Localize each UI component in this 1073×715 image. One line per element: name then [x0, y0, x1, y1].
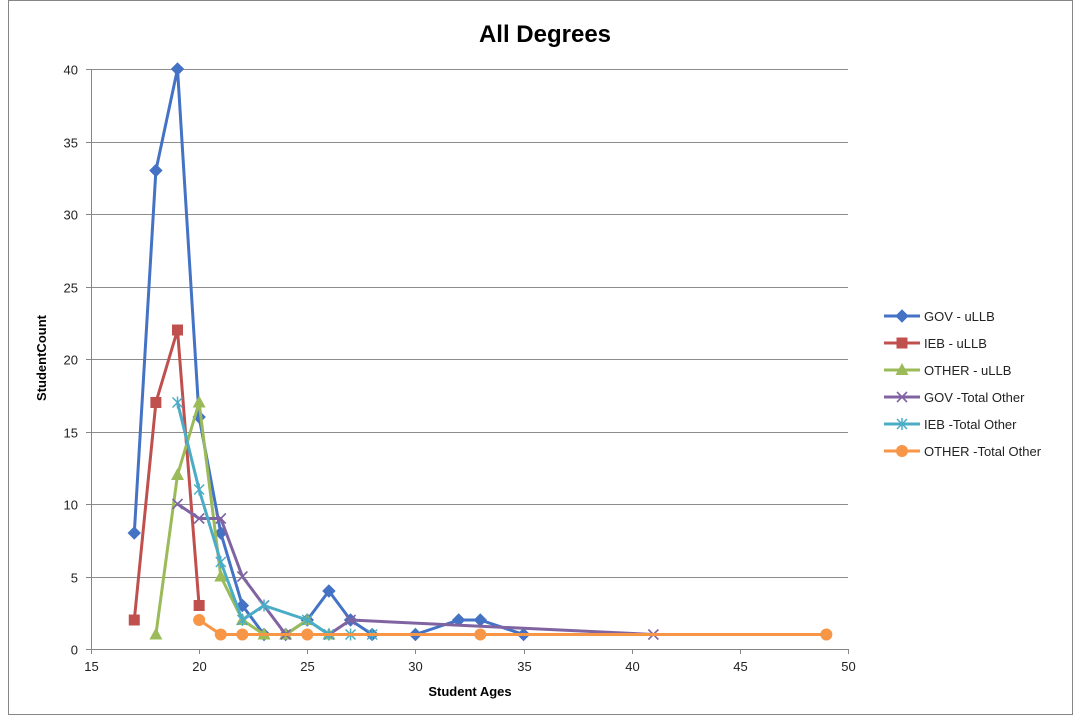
data-point	[149, 627, 163, 640]
x-tick-label: 15	[84, 659, 98, 674]
data-point	[127, 526, 141, 540]
data-point	[344, 614, 357, 626]
data-point	[474, 628, 487, 641]
y-tick-label: 5	[71, 571, 78, 586]
data-point	[214, 569, 228, 582]
data-point	[322, 584, 336, 598]
legend-entry: GOV - uLLB	[884, 309, 995, 324]
y-tick-label: 15	[64, 426, 78, 441]
chart-border	[8, 0, 1073, 715]
data-point	[258, 599, 270, 612]
x-tick-label: 35	[517, 659, 531, 674]
data-point	[820, 628, 833, 641]
chart-title: All Degrees	[479, 21, 611, 48]
y-tick-label: 10	[64, 498, 78, 513]
x-tick-label: 40	[625, 659, 639, 674]
plot-area	[127, 62, 833, 642]
y-tick-label: 30	[64, 208, 78, 223]
legend-marker	[896, 418, 908, 430]
legend-marker	[896, 445, 908, 457]
data-point	[128, 614, 140, 626]
axes: 0 5 10 15 20 25 30 35 40 15 20 25 30 35 40 45 50	[64, 63, 856, 675]
y-tick-label: 20	[64, 353, 78, 368]
data-point	[236, 614, 248, 626]
data-point	[193, 512, 205, 525]
legend-entry: OTHER - uLLB	[884, 363, 1011, 378]
legend-entry: GOV -Total Other	[884, 390, 1025, 405]
data-point	[215, 556, 227, 568]
data-point	[215, 512, 227, 525]
legend-entry: OTHER -Total Other	[884, 444, 1042, 459]
series-line	[132, 328, 201, 621]
legend-marker	[896, 337, 908, 349]
legend-entry: IEB -Total Other	[884, 417, 1017, 432]
data-point	[214, 628, 227, 641]
legend-marker	[896, 391, 908, 403]
data-point	[150, 397, 162, 408]
y-tick-label: 25	[64, 281, 78, 296]
data-point	[301, 628, 314, 641]
x-tick-label: 45	[733, 659, 747, 674]
data-point	[171, 396, 184, 409]
data-point	[171, 468, 185, 480]
data-point	[301, 614, 313, 626]
y-tick-label: 35	[64, 136, 78, 151]
data-point	[149, 163, 163, 178]
data-point	[193, 600, 205, 611]
data-point	[192, 395, 206, 408]
data-point	[172, 324, 184, 336]
series-6	[193, 614, 833, 641]
x-tick-label: 50	[841, 659, 855, 674]
data-point	[236, 628, 249, 641]
data-point	[236, 570, 248, 583]
legend-label: OTHER -Total Other	[924, 444, 1042, 459]
x-tick-label: 25	[300, 659, 314, 674]
legend-entry: IEB - uLLB	[884, 336, 987, 351]
data-point	[170, 62, 185, 76]
y-axis-label: StudentCount	[34, 314, 49, 401]
legend-label: IEB - uLLB	[924, 336, 987, 351]
legend-label: OTHER - uLLB	[924, 363, 1011, 378]
legend-marker	[895, 309, 909, 323]
x-tick-label: 30	[408, 659, 422, 674]
legend-marker	[895, 363, 909, 375]
y-tick-label: 0	[71, 643, 78, 658]
data-point	[193, 614, 206, 626]
data-point	[171, 498, 184, 510]
y-tick-label: 40	[64, 63, 78, 78]
x-tick-label: 20	[192, 659, 206, 674]
legend: GOV - uLLB IEB - uLLB OTHER - uLLB GOV -Tot…	[884, 309, 1042, 459]
legend-label: IEB -Total Other	[924, 417, 1017, 432]
legend-label: GOV - uLLB	[924, 309, 995, 324]
x-axis-label: Student Ages	[428, 684, 511, 699]
data-point	[193, 483, 205, 496]
series-2	[128, 324, 205, 626]
legend-label: GOV -Total Other	[924, 390, 1025, 405]
